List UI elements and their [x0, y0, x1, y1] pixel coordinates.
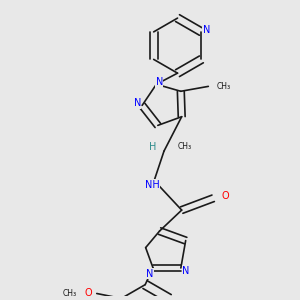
Text: CH₃: CH₃ — [216, 82, 230, 91]
Text: CH₃: CH₃ — [178, 142, 192, 151]
Text: O: O — [84, 287, 92, 298]
Text: CH₃: CH₃ — [63, 289, 77, 298]
Text: N: N — [134, 98, 141, 108]
Text: O: O — [221, 191, 229, 201]
Text: N: N — [182, 266, 190, 276]
Text: H: H — [149, 142, 157, 152]
Text: N: N — [146, 269, 154, 279]
Text: N: N — [202, 25, 210, 35]
Text: N: N — [156, 77, 163, 87]
Text: NH: NH — [145, 179, 160, 190]
